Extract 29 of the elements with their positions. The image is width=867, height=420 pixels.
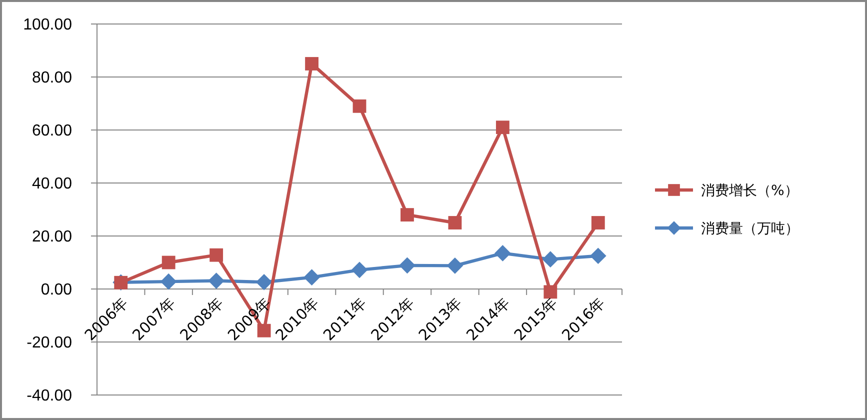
point (352, 99, 366, 113)
point (496, 120, 510, 134)
point (256, 274, 272, 290)
y-tick-label: 40.00 (32, 176, 72, 193)
point (351, 262, 368, 278)
y-tick-label: 20.00 (32, 228, 72, 246)
point (304, 269, 320, 286)
y-tick-label: -40.00 (26, 388, 72, 405)
y-tick-label: -20.00 (26, 334, 72, 352)
point (448, 216, 462, 230)
point (590, 248, 606, 264)
point (591, 216, 605, 230)
legend-label: 消费量（万吨） (701, 220, 799, 237)
point (399, 257, 416, 274)
point (542, 251, 559, 268)
y-tick-label: 100.00 (23, 16, 72, 34)
point (544, 285, 558, 299)
y-tick-label: 80.00 (32, 70, 72, 87)
point (208, 272, 224, 289)
y-tick-label: 60.00 (32, 122, 72, 140)
y-tick-label: 0.00 (40, 282, 72, 299)
point (162, 256, 176, 270)
legend-label: 消费增长（%） (701, 182, 798, 199)
point (494, 245, 511, 262)
point (210, 248, 224, 262)
point (400, 208, 414, 222)
point (446, 258, 464, 274)
point (160, 273, 177, 290)
point (305, 57, 318, 70)
